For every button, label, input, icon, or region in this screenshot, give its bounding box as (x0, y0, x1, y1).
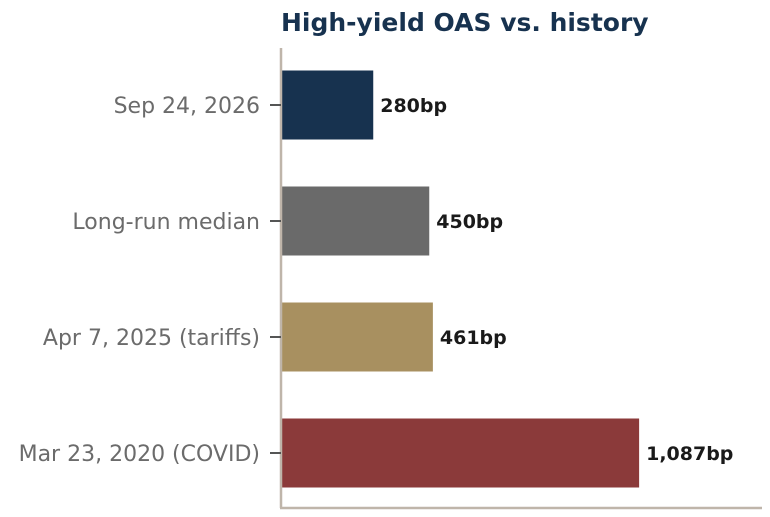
category-label-1: Long-run median (72, 210, 260, 235)
value-label-0: 280bp (380, 95, 447, 117)
plot-area (282, 70, 640, 488)
value-label-1: 450bp (436, 211, 503, 233)
bar-1 (282, 186, 430, 256)
category-label-0: Sep 24, 2026 (114, 94, 260, 119)
category-label-3: Mar 23, 2020 (COVID) (19, 442, 260, 467)
bar-0 (282, 70, 374, 140)
value-label-2: 461bp (440, 327, 507, 349)
bar-3 (282, 418, 640, 488)
category-label-2: Apr 7, 2025 (tariffs) (43, 326, 260, 351)
chart-title: High-yield OAS vs. history (281, 8, 649, 37)
value-label-3: 1,087bp (646, 443, 733, 465)
bar-2 (282, 302, 433, 372)
